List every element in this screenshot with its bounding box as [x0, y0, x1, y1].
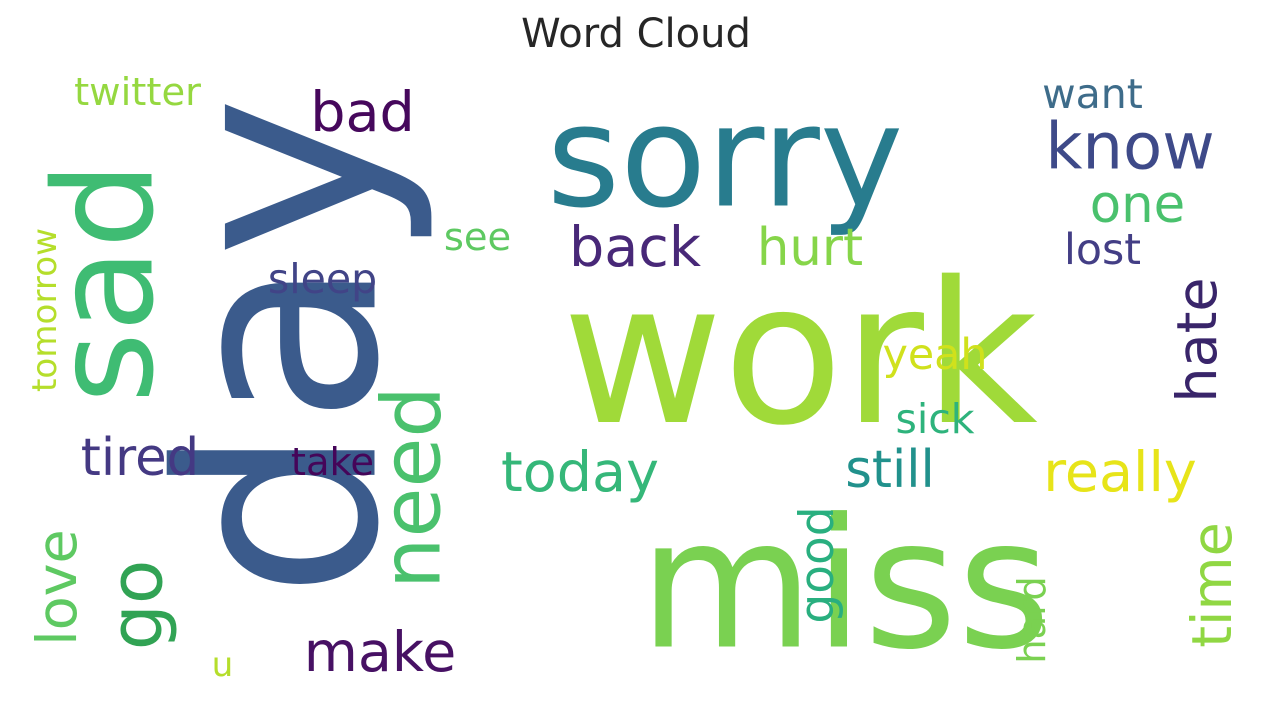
- word-sad: sad: [26, 162, 185, 404]
- word-hurt: hurt: [757, 218, 863, 278]
- word-back: back: [569, 215, 701, 280]
- word-need: need: [366, 386, 460, 589]
- word-twitter: twitter: [74, 70, 201, 115]
- chart-title: Word Cloud: [521, 11, 751, 57]
- word-really: really: [1043, 440, 1197, 505]
- word-good: good: [790, 506, 845, 623]
- word-hate: hate: [1165, 277, 1230, 402]
- word-hard: hard: [1010, 576, 1055, 663]
- word-see: see: [444, 215, 511, 260]
- word-time: time: [1180, 522, 1245, 648]
- word-take: take: [291, 440, 374, 485]
- word-u: u: [212, 645, 234, 685]
- word-tired: tired: [81, 428, 199, 488]
- word-lost: lost: [1064, 225, 1141, 275]
- word-sorry: sorry: [547, 76, 904, 240]
- word-sick: sick: [895, 395, 974, 443]
- word-make: make: [304, 620, 457, 685]
- word-one: one: [1090, 175, 1185, 235]
- word-know: know: [1045, 111, 1214, 185]
- word-miss: miss: [639, 481, 1051, 690]
- word-love: love: [25, 529, 90, 645]
- word-tomorrow: tomorrow: [25, 228, 65, 392]
- word-day: day: [121, 96, 440, 599]
- word-want: want: [1042, 70, 1143, 118]
- word-bad: bad: [310, 80, 415, 145]
- word-work: work: [562, 241, 1038, 469]
- word-sleep: sleep: [268, 255, 377, 303]
- word-yeah: yeah: [883, 330, 988, 380]
- word-today: today: [501, 440, 659, 505]
- word-still: still: [845, 440, 935, 500]
- word-go: go: [96, 560, 180, 651]
